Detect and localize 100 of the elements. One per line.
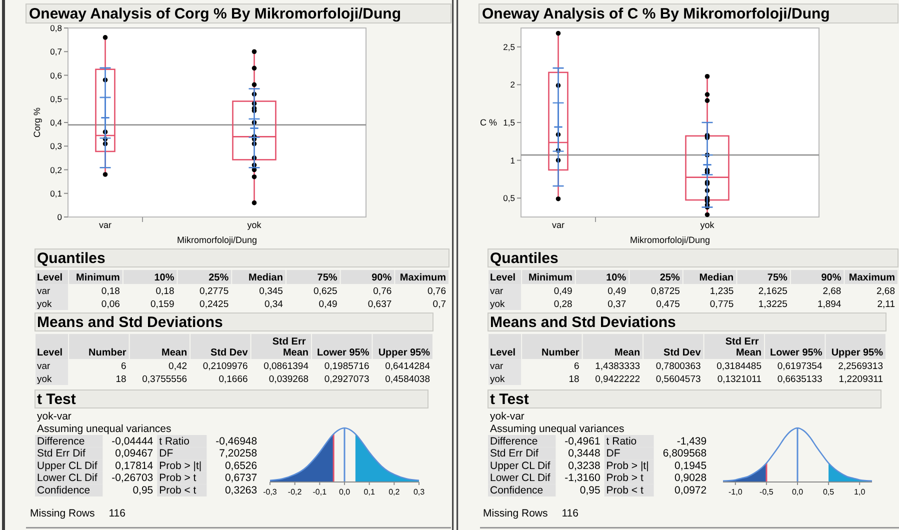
text: 0,7: [432, 298, 446, 310]
text: 116: [108, 507, 126, 520]
text: 0,49: [608, 286, 626, 297]
x-tick-label: -0,2: [288, 488, 302, 496]
text: var: [490, 286, 504, 297]
y-tick-label: 0,5: [50, 94, 62, 104]
text: Prob > t: [606, 472, 644, 484]
text: yok-var: [490, 410, 525, 422]
text: 6,809568: [662, 448, 707, 460]
text: 0,49: [318, 298, 338, 310]
y-tick-label: 0,5: [503, 193, 516, 204]
text: 2,68: [822, 286, 842, 297]
y-tick-label: 0,1: [50, 188, 62, 198]
text: 6: [574, 360, 580, 372]
x-tick-label: 1,0: [854, 488, 866, 496]
category-label: Mean: [614, 348, 640, 358]
text: t Test: [37, 391, 76, 408]
text: yok: [37, 298, 52, 310]
text: Std Err Dif: [490, 448, 538, 460]
x-tick-label: -1,0: [728, 488, 743, 496]
text: Means and Std Deviations: [37, 314, 223, 331]
text: 0,6635133: [777, 374, 822, 385]
text: 0,775: [710, 298, 734, 310]
y-tick-label: 0,3: [50, 141, 62, 152]
category-label: Std Dev: [210, 348, 248, 358]
text: Std Err Dif: [37, 448, 86, 460]
x-axis-title: Mikromorfoloji/Dung: [176, 235, 258, 245]
category-label: 90%: [372, 272, 392, 284]
text: var: [37, 286, 50, 297]
text: 0,6526: [224, 460, 258, 472]
text: var: [490, 360, 504, 372]
y-tick-label: 2: [510, 80, 516, 90]
category-label: Lower 95%: [770, 348, 822, 358]
text: t Ratio: [159, 435, 190, 448]
text: -1,439: [676, 435, 707, 448]
y-axis-title: C %: [480, 118, 497, 128]
text: 0,95: [580, 484, 600, 496]
text: 2,11: [877, 298, 895, 310]
category-label: 25%: [208, 272, 229, 284]
text: 0,6197354: [777, 360, 822, 372]
text: 7,20258: [219, 448, 258, 460]
category-label: Std Err Mean: [725, 336, 762, 358]
text: 2,2569313: [838, 360, 883, 372]
text: 0,3263: [224, 484, 258, 496]
text: 0,2927073: [324, 374, 370, 385]
x-tick-label: 0,0: [338, 488, 351, 496]
y-axis-title: Corg %: [32, 107, 42, 138]
text: 0,3448: [568, 448, 600, 460]
text: 0,5604573: [656, 374, 701, 385]
text: -0,04444: [112, 435, 154, 448]
text: Prob < t: [606, 484, 644, 496]
text: 0,159: [150, 298, 174, 310]
category-label: Upper 95%: [831, 348, 884, 358]
text: 1,235: [710, 286, 734, 297]
text: 2,1625: [758, 286, 788, 297]
x-tick-label: 0,1: [364, 488, 376, 496]
category-label: Std Dev: [664, 348, 702, 358]
text: Missing Rows: [483, 507, 548, 520]
text: -0,4961: [564, 435, 600, 448]
text: 18: [568, 374, 580, 385]
text: Assuming unequal variances: [37, 423, 172, 435]
x-tick-label: var: [552, 220, 565, 230]
y-tick-label: 0,2: [50, 164, 62, 175]
text: 1,3225: [758, 298, 788, 310]
text: Assuming unequal variances: [490, 423, 624, 435]
category-label: Minimum: [76, 272, 120, 284]
text: 0,76: [428, 286, 446, 297]
text: 0,9028: [674, 472, 707, 484]
category-label: Mean: [161, 348, 188, 358]
x-tick-label: -0,1: [312, 488, 328, 496]
x-tick-label: -0,3: [263, 488, 278, 496]
text: yok: [490, 374, 505, 385]
y-tick-label: 0,8: [50, 23, 62, 33]
text: DF: [606, 448, 620, 460]
category-label: Median: [699, 272, 734, 284]
chart-title: Oneway Analysis of C % By Mikromorfoloji/Dung: [482, 6, 830, 22]
text: Means and Std Deviations: [490, 314, 676, 331]
text: 0,2425: [200, 298, 229, 310]
text: Confidence: [490, 484, 544, 496]
text: 0,49: [554, 286, 572, 297]
text: 0,2109976: [202, 360, 248, 372]
category-label: Level: [37, 348, 63, 358]
y-tick-label: 0,7: [50, 46, 62, 57]
text: 0,4584038: [385, 374, 430, 385]
category-label: 25%: [660, 272, 680, 284]
text: 1,4383333: [595, 360, 640, 372]
text: 0,34: [264, 298, 283, 310]
text: 0,28: [554, 298, 572, 310]
text: yok-var: [37, 410, 72, 422]
text: 0,8725: [650, 286, 680, 297]
text: yok: [37, 374, 52, 385]
text: 0,1945: [674, 460, 707, 472]
text: -0,46948: [216, 435, 258, 448]
chart-title: Oneway Analysis of Corg % By Mikromorfoloji/Dung: [29, 6, 401, 22]
y-tick-label: 0,6: [50, 70, 62, 80]
y-tick-label: 0,4: [50, 118, 62, 128]
x-tick-label: -0,5: [760, 488, 774, 496]
text: 0,3184485: [716, 360, 762, 372]
category-label: Level: [490, 272, 516, 284]
text: 1,2209311: [838, 374, 883, 385]
